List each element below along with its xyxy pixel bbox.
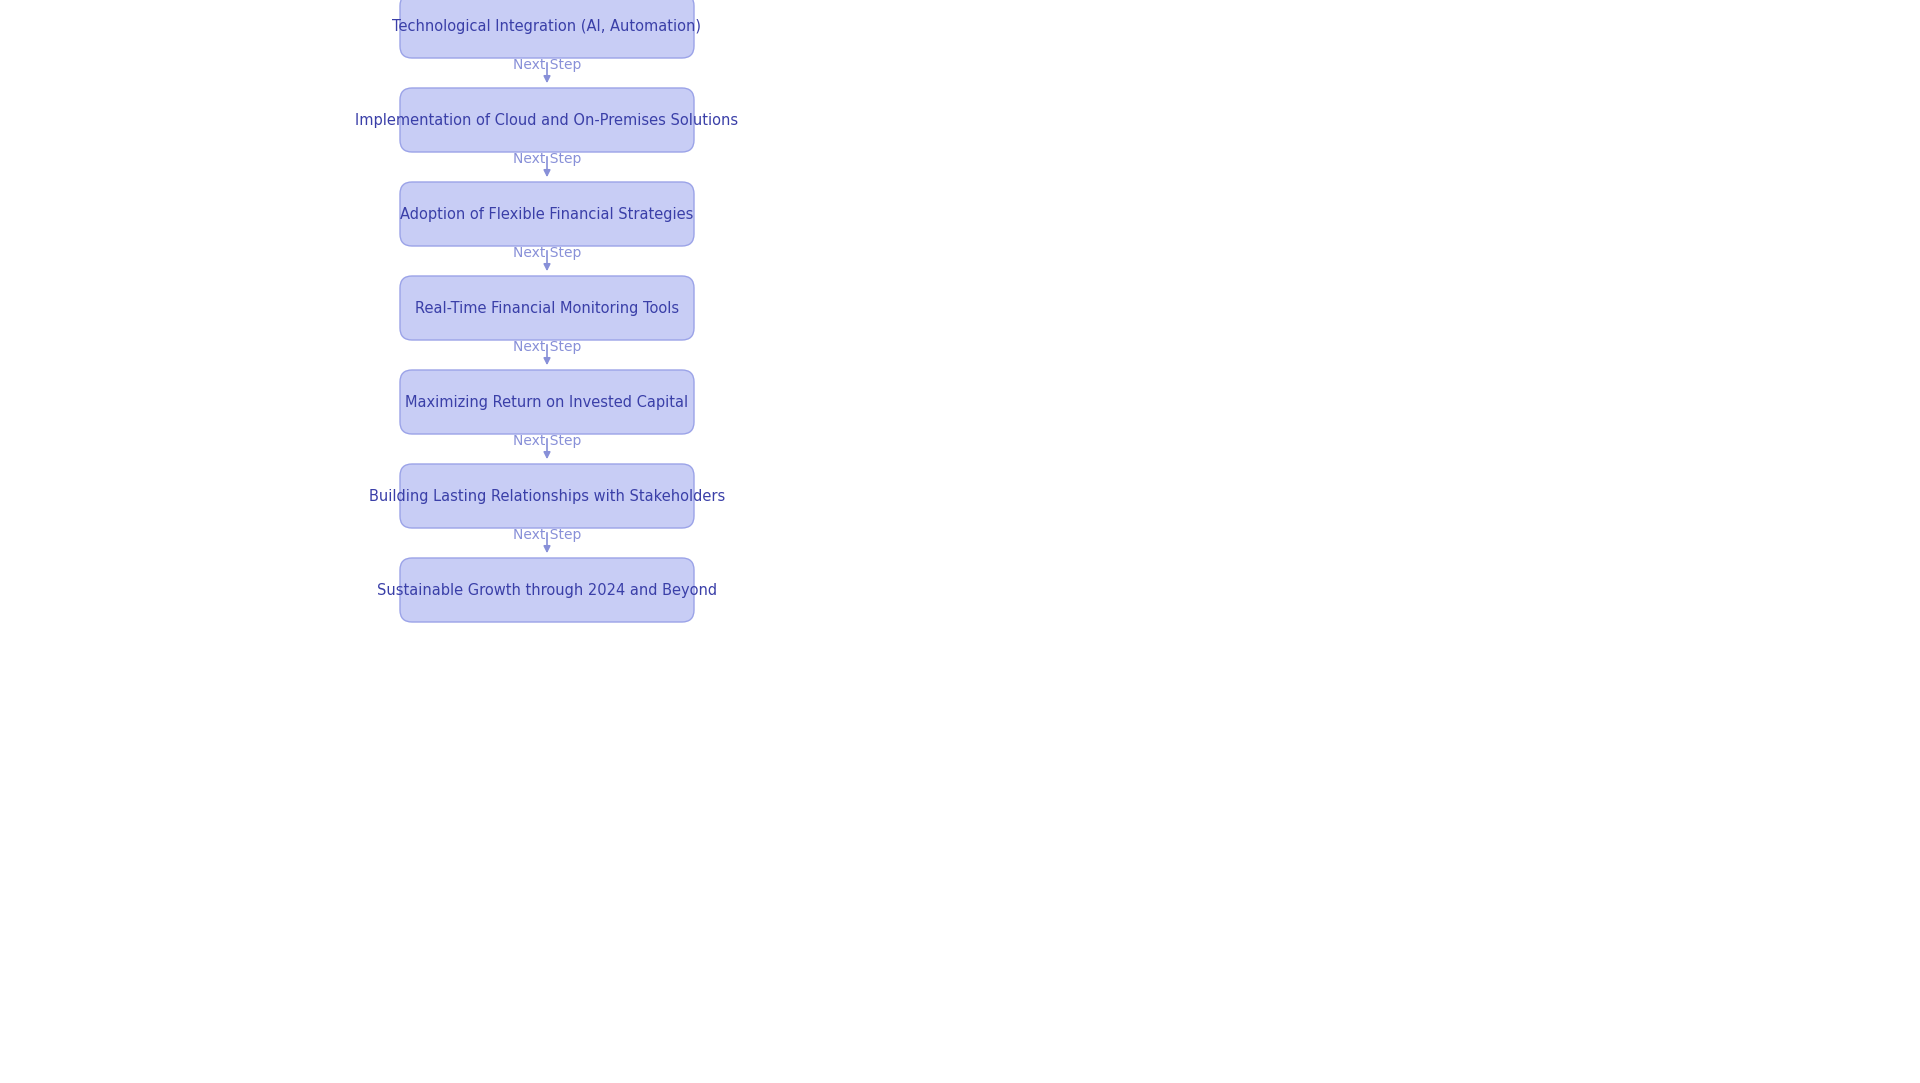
Text: Next Step: Next Step xyxy=(513,340,582,354)
Text: Next Step: Next Step xyxy=(513,246,582,260)
FancyBboxPatch shape xyxy=(399,370,693,434)
Text: Next Step: Next Step xyxy=(513,529,582,542)
FancyBboxPatch shape xyxy=(399,0,693,58)
FancyBboxPatch shape xyxy=(399,558,693,622)
Text: Building Lasting Relationships with Stakeholders: Building Lasting Relationships with Stak… xyxy=(369,488,726,504)
Text: Technological Integration (AI, Automation): Technological Integration (AI, Automatio… xyxy=(392,18,701,34)
Text: Next Step: Next Step xyxy=(513,434,582,448)
Text: Implementation of Cloud and On-Premises Solutions: Implementation of Cloud and On-Premises … xyxy=(355,113,739,128)
Text: Adoption of Flexible Financial Strategies: Adoption of Flexible Financial Strategie… xyxy=(399,207,693,222)
Text: Sustainable Growth through 2024 and Beyond: Sustainable Growth through 2024 and Beyo… xyxy=(376,583,716,598)
Text: Next Step: Next Step xyxy=(513,152,582,166)
Text: Maximizing Return on Invested Capital: Maximizing Return on Invested Capital xyxy=(405,394,689,409)
Text: Next Step: Next Step xyxy=(513,58,582,71)
FancyBboxPatch shape xyxy=(399,182,693,246)
FancyBboxPatch shape xyxy=(399,464,693,529)
FancyBboxPatch shape xyxy=(399,276,693,340)
FancyBboxPatch shape xyxy=(399,88,693,152)
Text: Real-Time Financial Monitoring Tools: Real-Time Financial Monitoring Tools xyxy=(415,300,680,315)
